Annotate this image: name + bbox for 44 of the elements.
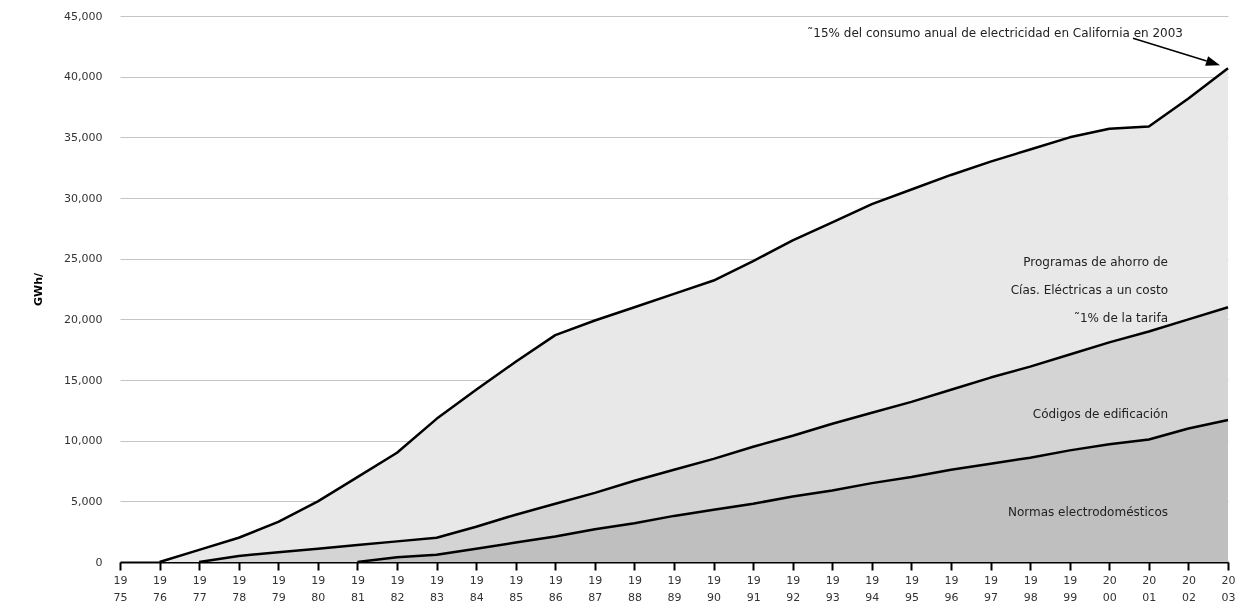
series-label: Normas electrodomésticos xyxy=(1007,505,1168,519)
series-label: Programas de ahorro de Cías. Eléctricas a un costo ˜1% de la tarifa xyxy=(1010,255,1168,325)
x-tick-label: 2001 xyxy=(1142,573,1157,604)
x-tick-label: 1975 xyxy=(113,573,128,604)
x-tick-label: 1976 xyxy=(153,573,168,604)
series-label: Códigos de edificación xyxy=(1032,407,1168,421)
x-tick-label: 1992 xyxy=(786,573,801,604)
x-tick-label: 1995 xyxy=(904,573,919,604)
y-tick-label: 25,000 xyxy=(64,252,103,266)
y-axis-title: GWh/ xyxy=(32,272,46,307)
y-tick-label: 10,000 xyxy=(64,434,103,448)
x-tick-label: 1977 xyxy=(192,573,207,604)
x-tick-label: 1985 xyxy=(509,573,524,604)
x-tick-label: 1981 xyxy=(350,573,365,604)
x-tick-label: 1979 xyxy=(271,573,286,604)
x-tick-label: 1988 xyxy=(627,573,642,604)
x-tick-label: 1983 xyxy=(430,573,445,604)
x-tick-label: 1987 xyxy=(588,573,603,604)
y-tick-label: 45,000 xyxy=(64,9,103,23)
y-tick-label: 40,000 xyxy=(64,70,103,84)
y-tick-label: 35,000 xyxy=(64,130,103,144)
x-tick-label: 1999 xyxy=(1063,573,1078,604)
x-tick-label: 2003 xyxy=(1221,573,1236,604)
x-tick-label: 1996 xyxy=(944,573,959,604)
x-tick-label: 1998 xyxy=(1023,573,1038,604)
x-tick-label: 1991 xyxy=(746,573,761,604)
x-tick-label: 1990 xyxy=(707,573,722,604)
x-tick-label: 1997 xyxy=(984,573,999,604)
x-tick-label: 1980 xyxy=(311,573,326,604)
x-tick-label: 2002 xyxy=(1181,573,1196,604)
y-tick-label: 30,000 xyxy=(64,191,103,205)
x-tick-label: 1994 xyxy=(865,573,880,604)
y-tick-label: 5,000 xyxy=(71,494,103,508)
x-tick-label: 1978 xyxy=(232,573,247,604)
y-tick-label: 20,000 xyxy=(64,312,103,326)
x-tick-label: 1993 xyxy=(825,573,840,604)
x-tick-label: 2000 xyxy=(1102,573,1117,604)
y-tick-label: 15,000 xyxy=(64,373,103,387)
x-tick-label: 1982 xyxy=(390,573,405,604)
x-tick-label: 1984 xyxy=(469,573,484,604)
x-tick-label: 1989 xyxy=(667,573,682,604)
x-tick-label: 1986 xyxy=(548,573,563,604)
annotation: ˜15% del consumo anual de electricidad en California en 2003 xyxy=(807,26,1183,40)
y-tick-label: 0 xyxy=(95,555,103,569)
